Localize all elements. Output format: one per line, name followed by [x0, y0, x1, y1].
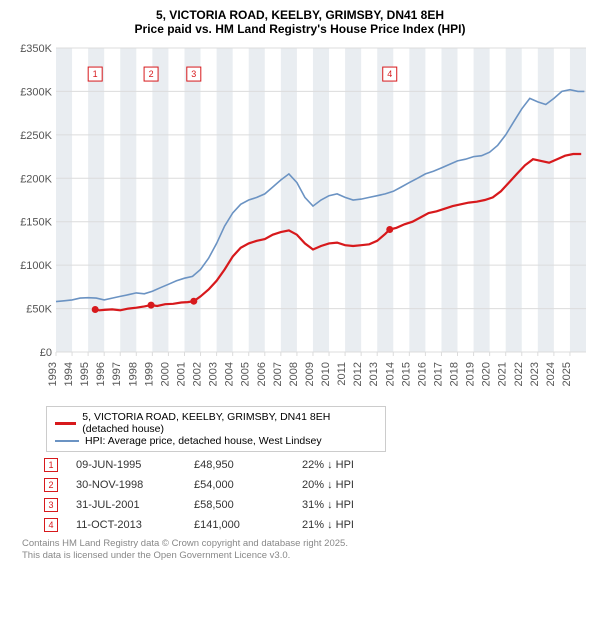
event-delta: 20% ↓ HPI	[302, 479, 392, 491]
svg-text:3: 3	[191, 69, 196, 79]
svg-text:2012: 2012	[352, 362, 364, 386]
svg-text:£150K: £150K	[20, 217, 52, 229]
svg-text:2024: 2024	[545, 362, 557, 386]
svg-text:2007: 2007	[272, 362, 284, 386]
svg-text:£300K: £300K	[20, 86, 52, 98]
svg-text:2008: 2008	[288, 362, 300, 386]
svg-text:£200K: £200K	[20, 173, 52, 185]
event-delta: 22% ↓ HPI	[302, 459, 392, 471]
svg-text:2018: 2018	[449, 362, 461, 386]
event-date: 09-JUN-1995	[76, 459, 176, 471]
svg-text:1999: 1999	[143, 362, 155, 386]
svg-text:2021: 2021	[497, 362, 509, 386]
svg-text:1: 1	[93, 69, 98, 79]
event-marker: 3	[44, 498, 58, 512]
legend-row: 5, VICTORIA ROAD, KEELBY, GRIMSBY, DN41 …	[55, 411, 377, 435]
svg-text:2009: 2009	[304, 362, 316, 386]
attribution-line: This data is licensed under the Open Gov…	[22, 550, 590, 562]
chart-title: 5, VICTORIA ROAD, KEELBY, GRIMSBY, DN41 …	[10, 8, 590, 36]
attribution: Contains HM Land Registry data © Crown c…	[22, 538, 590, 563]
event-date: 31-JUL-2001	[76, 499, 176, 511]
event-row: 1 09-JUN-1995 £48,950 22% ↓ HPI	[44, 458, 590, 472]
svg-text:2025: 2025	[561, 362, 573, 386]
chart-svg: £0 £50K £100K £150K £200K £250K £300K £350K 1993…	[10, 42, 590, 402]
event-delta: 31% ↓ HPI	[302, 499, 392, 511]
svg-text:1998: 1998	[127, 362, 139, 386]
svg-text:£350K: £350K	[20, 43, 52, 55]
svg-text:2005: 2005	[240, 362, 252, 386]
legend-row: HPI: Average price, detached house, West…	[55, 435, 377, 447]
event-row: 3 31-JUL-2001 £58,500 31% ↓ HPI	[44, 498, 590, 512]
event-row: 2 30-NOV-1998 £54,000 20% ↓ HPI	[44, 478, 590, 492]
event-date: 30-NOV-1998	[76, 479, 176, 491]
event-date: 11-OCT-2013	[76, 519, 176, 531]
svg-text:£100K: £100K	[20, 260, 52, 272]
event-price: £48,950	[194, 459, 284, 471]
event-price: £141,000	[194, 519, 284, 531]
svg-text:4: 4	[387, 69, 392, 79]
svg-text:£0: £0	[40, 347, 52, 359]
svg-text:2020: 2020	[481, 362, 493, 386]
event-price: £54,000	[194, 479, 284, 491]
title-subtitle: Price paid vs. HM Land Registry's House …	[10, 22, 590, 36]
svg-text:1994: 1994	[63, 362, 75, 386]
svg-text:2013: 2013	[368, 362, 380, 386]
svg-text:1997: 1997	[111, 362, 123, 386]
svg-text:2003: 2003	[208, 362, 220, 386]
svg-text:2000: 2000	[159, 362, 171, 386]
chart-plot: £0 £50K £100K £150K £200K £250K £300K £350K 1993…	[10, 42, 590, 402]
attribution-line: Contains HM Land Registry data © Crown c…	[22, 538, 590, 550]
svg-text:2: 2	[149, 69, 154, 79]
svg-text:2011: 2011	[336, 362, 348, 386]
legend-label: HPI: Average price, detached house, West…	[85, 435, 322, 447]
svg-text:2023: 2023	[529, 362, 541, 386]
svg-text:2022: 2022	[513, 362, 525, 386]
svg-text:£50K: £50K	[26, 304, 52, 316]
svg-text:2019: 2019	[465, 362, 477, 386]
svg-text:2010: 2010	[320, 362, 332, 386]
svg-text:2017: 2017	[432, 362, 444, 386]
svg-text:2004: 2004	[224, 362, 236, 386]
svg-text:1995: 1995	[79, 362, 91, 386]
event-marker: 2	[44, 478, 58, 492]
event-marker: 1	[44, 458, 58, 472]
event-price: £58,500	[194, 499, 284, 511]
legend-swatch-blue	[55, 440, 79, 442]
legend: 5, VICTORIA ROAD, KEELBY, GRIMSBY, DN41 …	[46, 406, 386, 452]
title-address: 5, VICTORIA ROAD, KEELBY, GRIMSBY, DN41 …	[10, 8, 590, 22]
event-marker: 4	[44, 518, 58, 532]
svg-text:£250K: £250K	[20, 130, 52, 142]
svg-text:1996: 1996	[95, 362, 107, 386]
chart-container: { "title": { "line1": "5, VICTORIA ROAD,…	[0, 0, 600, 567]
svg-text:2016: 2016	[416, 362, 428, 386]
event-row: 4 11-OCT-2013 £141,000 21% ↓ HPI	[44, 518, 590, 532]
legend-swatch-red	[55, 422, 76, 425]
event-list: 1 09-JUN-1995 £48,950 22% ↓ HPI 2 30-NOV-1998…	[44, 458, 590, 532]
legend-label: 5, VICTORIA ROAD, KEELBY, GRIMSBY, DN41 …	[82, 411, 377, 435]
svg-text:2014: 2014	[384, 362, 396, 386]
svg-text:2015: 2015	[400, 362, 412, 386]
svg-text:2002: 2002	[192, 362, 204, 386]
svg-text:1993: 1993	[47, 362, 59, 386]
svg-text:2006: 2006	[256, 362, 268, 386]
event-delta: 21% ↓ HPI	[302, 519, 392, 531]
svg-text:2001: 2001	[175, 362, 187, 386]
